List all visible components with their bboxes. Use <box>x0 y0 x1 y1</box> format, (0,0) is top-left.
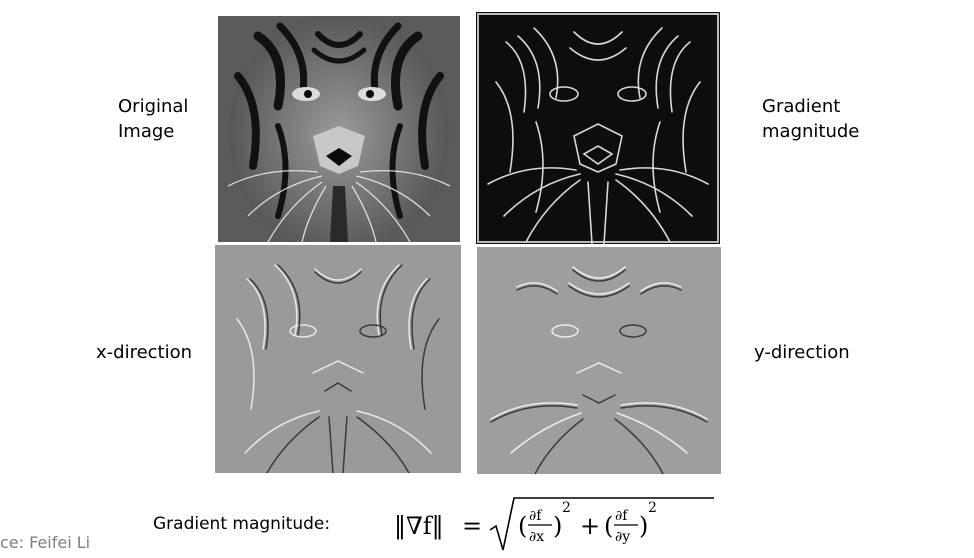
formula-plus: + <box>580 512 600 540</box>
original-tiger-image <box>218 16 460 242</box>
x-direction-gradient-image <box>215 245 461 473</box>
source-credit: ce: Feifei Li <box>0 533 90 552</box>
formula-equals: = <box>462 512 482 540</box>
label-gradient-magnitude: Gradient magnitude <box>762 94 859 144</box>
frac2-numerator: ∂f <box>615 508 629 524</box>
power-2: 2 <box>648 500 657 516</box>
formula-lhs: ‖∇f‖ <box>394 512 444 541</box>
svg-text:): ) <box>553 512 562 540</box>
frac1-denominator: ∂x <box>529 529 544 545</box>
formula-label: Gradient magnitude: <box>153 514 330 534</box>
label-x-direction: x-direction <box>96 340 192 365</box>
svg-text:(: ( <box>604 512 613 540</box>
y-direction-gradient-image <box>477 247 721 474</box>
gradient-magnitude-formula: ‖∇f‖ = ( ∂f ∂x ) 2 + ( ∂f ∂y ) 2 <box>390 490 720 556</box>
frac1-numerator: ∂f <box>529 508 543 524</box>
frac2-denominator: ∂y <box>615 529 630 545</box>
svg-text:): ) <box>639 512 648 540</box>
label-y-direction: y-direction <box>754 340 850 365</box>
svg-text:(: ( <box>518 512 527 540</box>
gradient-magnitude-image <box>476 12 720 244</box>
power-1: 2 <box>562 500 571 516</box>
label-original-image: Original Image <box>118 94 188 144</box>
